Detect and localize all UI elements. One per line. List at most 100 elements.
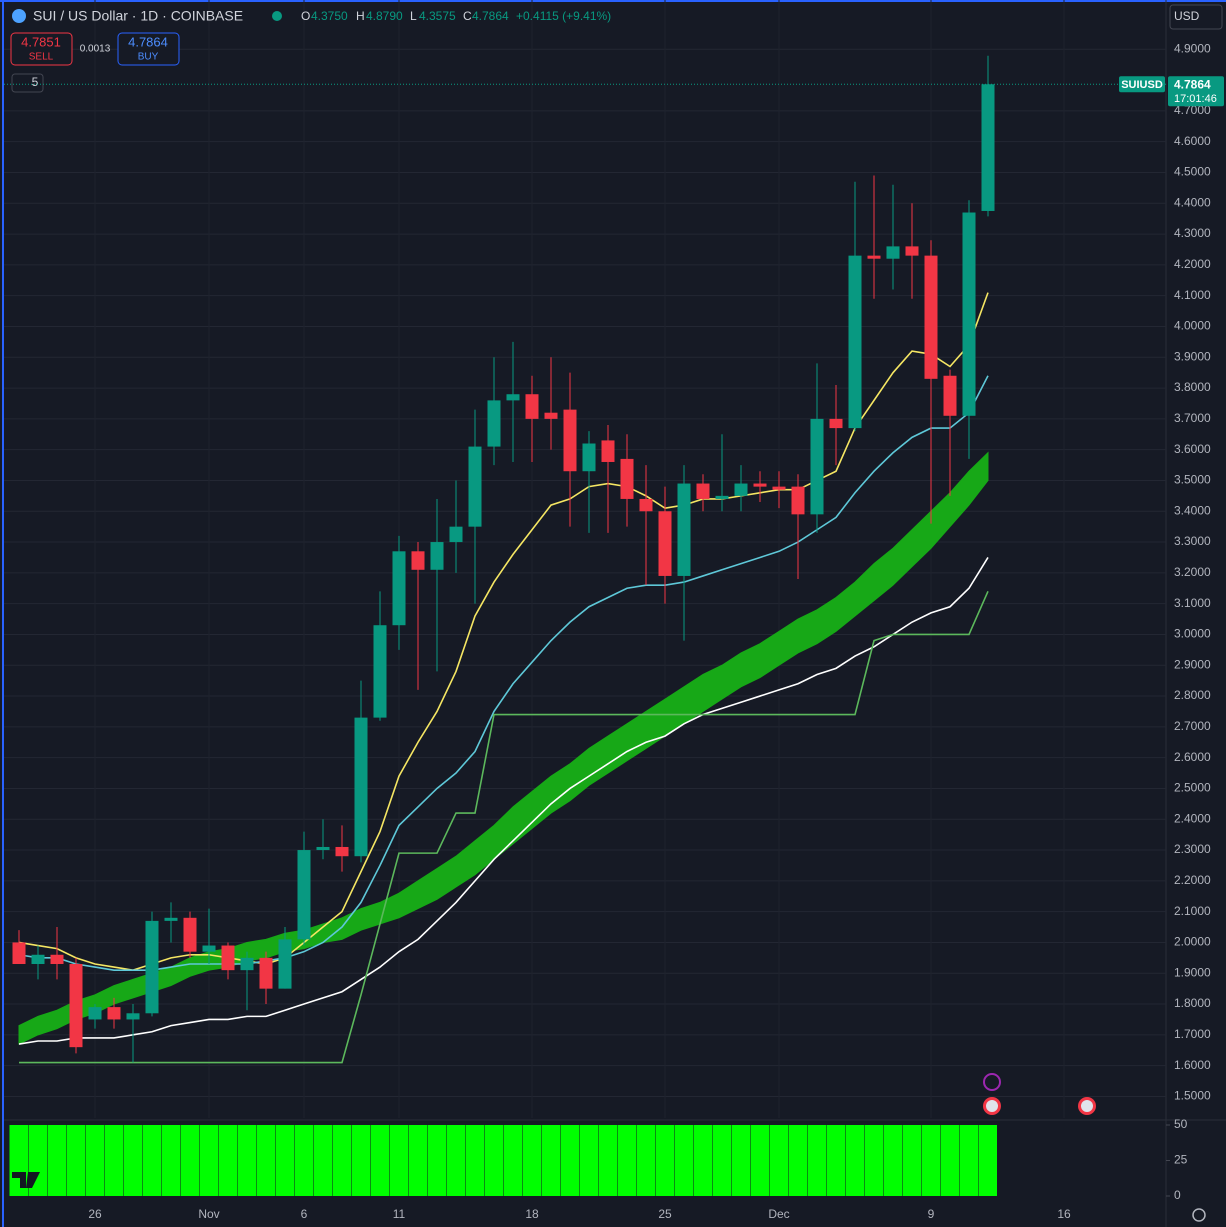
panel-bar [636, 1125, 655, 1196]
y-tick-label: 4.6000 [1174, 134, 1211, 148]
candle-body [278, 939, 292, 989]
y-tick-label: 4.2000 [1174, 257, 1211, 271]
buy-price[interactable]: 4.7864 [128, 34, 168, 49]
panel-bar [199, 1125, 218, 1196]
y-tick-label: 3.4000 [1174, 503, 1211, 517]
candle-body [715, 495, 729, 499]
panel-bar [883, 1125, 902, 1196]
candle-body [696, 483, 710, 499]
candle-body [240, 957, 254, 971]
y-tick-label: 2.7000 [1174, 719, 1211, 733]
ma-line [18, 292, 989, 971]
panel-bar [902, 1125, 921, 1196]
panel-bar [85, 1125, 104, 1196]
candle-body [126, 1013, 140, 1020]
y-tick-label: 1.6000 [1174, 1058, 1211, 1072]
candle-body [582, 443, 596, 472]
buy-label[interactable]: BUY [138, 52, 159, 63]
panel-bar [598, 1125, 617, 1196]
panel-bar [427, 1125, 446, 1196]
y-tick-label: 4.3000 [1174, 226, 1211, 240]
panel-bar [560, 1125, 579, 1196]
high-label: H [356, 9, 365, 23]
y-tick-label: 3.1000 [1174, 596, 1211, 610]
panel-tick-label: 25 [1174, 1153, 1188, 1167]
panel-bar [959, 1125, 978, 1196]
candle-body [221, 945, 235, 971]
x-tick-label: Dec [768, 1207, 789, 1221]
panel-bar [446, 1125, 465, 1196]
panel-bar [864, 1125, 883, 1196]
candle-body [50, 954, 64, 965]
panel-bar [123, 1125, 142, 1196]
sell-price[interactable]: 4.7851 [21, 34, 61, 49]
spread: 0.0013 [80, 44, 111, 55]
ma-band [18, 451, 989, 1045]
panel-tick-label: 50 [1174, 1117, 1188, 1131]
price-tag [1168, 76, 1224, 107]
candle-body [335, 846, 349, 857]
candle-body [677, 483, 691, 576]
candle-body [506, 394, 520, 401]
candle-body [639, 498, 653, 512]
y-tick-label: 2.4000 [1174, 811, 1211, 825]
panel-bar [978, 1125, 997, 1196]
settings-icon[interactable] [1192, 1208, 1206, 1222]
candle-body [69, 964, 83, 1048]
candle-body [449, 526, 463, 543]
y-tick-label: 2.3000 [1174, 842, 1211, 856]
candle-body [734, 483, 748, 496]
ma-line [19, 591, 989, 1064]
candle-body [848, 255, 862, 429]
y-tick-label: 2.2000 [1174, 873, 1211, 887]
candle-body [943, 375, 957, 416]
low-value: 4.3575 [419, 9, 456, 23]
candle-body [297, 850, 311, 940]
panel-bar [522, 1125, 541, 1196]
candle-body [810, 418, 824, 515]
candle-body [31, 954, 45, 965]
panel-bar [579, 1125, 598, 1196]
panel-bar [807, 1125, 826, 1196]
panel-bar [541, 1125, 560, 1196]
high-value: 4.8790 [366, 9, 403, 23]
buy-button[interactable] [117, 32, 180, 66]
candle-body [601, 440, 615, 462]
indicators-count[interactable]: 5 [32, 75, 39, 89]
candle-body [392, 551, 406, 626]
panel-bar [370, 1125, 389, 1196]
candle-body [164, 917, 178, 921]
logo [12, 1172, 40, 1188]
candle-body [202, 945, 216, 952]
sell-button[interactable] [10, 32, 73, 66]
y-tick-label: 1.9000 [1174, 965, 1211, 979]
y-tick-label: 4.7000 [1174, 103, 1211, 117]
indicators-toggle[interactable] [11, 73, 44, 93]
y-tick-label: 3.5000 [1174, 473, 1211, 487]
candle-body [544, 412, 558, 419]
x-tick-label: 11 [393, 1207, 406, 1221]
symbol-tag [1119, 76, 1165, 93]
x-tick-label: Nov [198, 1207, 219, 1221]
panel-bar [769, 1125, 788, 1196]
panel-bar [712, 1125, 731, 1196]
y-tick-label: 4.5000 [1174, 165, 1211, 179]
panel-bar [465, 1125, 484, 1196]
currency-button[interactable] [1169, 4, 1223, 30]
y-tick-label: 2.0000 [1174, 935, 1211, 949]
panel-bar [294, 1125, 313, 1196]
panel-bar [750, 1125, 769, 1196]
panel-bar [351, 1125, 370, 1196]
candle-body [373, 625, 387, 718]
close-label: C [463, 9, 472, 23]
sell-label[interactable]: SELL [29, 52, 54, 63]
event-icon-inner [1081, 1100, 1093, 1112]
y-tick-label: 4.4000 [1174, 195, 1211, 209]
panel-bar [104, 1125, 123, 1196]
currency[interactable]: USD [1174, 9, 1200, 23]
y-tick-label: 1.7000 [1174, 1027, 1211, 1041]
candle-body [658, 511, 672, 576]
event-icon[interactable] [983, 1073, 1001, 1091]
